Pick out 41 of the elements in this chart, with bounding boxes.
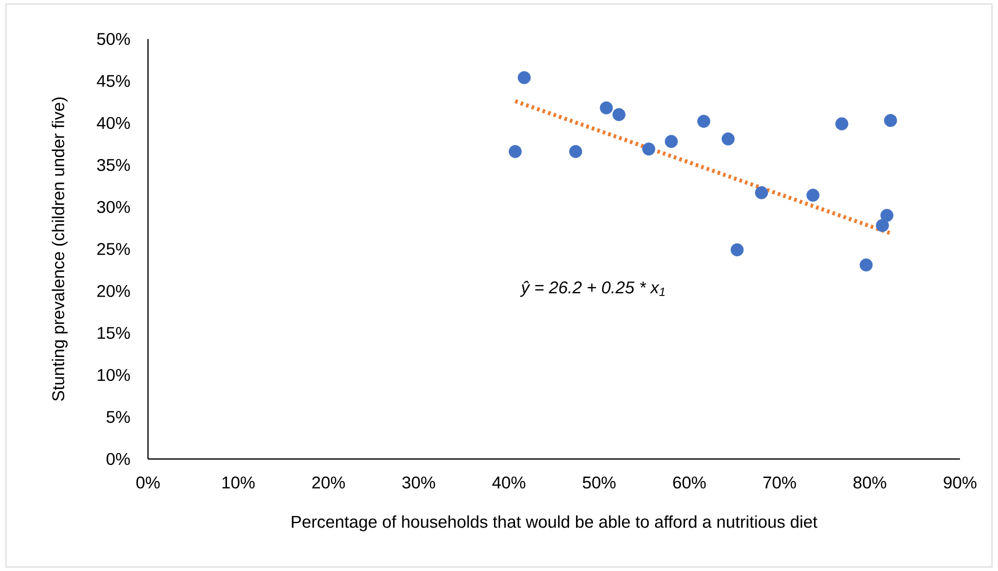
x-tick-label: 70% xyxy=(763,476,796,489)
point xyxy=(876,218,889,232)
point xyxy=(508,145,522,158)
point xyxy=(518,71,531,84)
x-tick-label: 20% xyxy=(312,476,345,489)
point xyxy=(835,117,848,130)
x-axis-title: Percentage of households that would be able to afford a nutritious diet xyxy=(292,515,818,532)
x-tick-label: 50% xyxy=(582,476,616,489)
point xyxy=(612,108,626,122)
annotation: ŷ = 26.2 + 0.25 * x$_{1}$ xyxy=(520,280,665,297)
point xyxy=(569,145,582,158)
y-axis-title: Stunting prevalence (children under five) xyxy=(52,97,68,401)
x-tick-label: 30% xyxy=(402,476,436,489)
y-tick-label: 50% xyxy=(97,32,130,46)
x-tick-label: 10% xyxy=(222,476,255,489)
point xyxy=(755,186,768,200)
point xyxy=(697,114,710,128)
point xyxy=(642,142,656,156)
y-tick-label: 30% xyxy=(97,200,130,214)
point xyxy=(884,114,898,127)
point xyxy=(860,258,873,272)
y-tick-label: 10% xyxy=(98,368,130,382)
y-tick-label: 45% xyxy=(96,75,130,87)
y-tick-label: 35% xyxy=(97,158,130,172)
y-tick-label: 40% xyxy=(96,116,130,130)
x-tick-label: 90% xyxy=(944,476,976,489)
point xyxy=(880,208,894,222)
x-tick-label: 0% xyxy=(136,476,160,489)
point xyxy=(600,101,613,114)
point xyxy=(664,134,678,148)
x-tick-label: 60% xyxy=(673,476,706,489)
point xyxy=(730,243,744,256)
point xyxy=(806,188,820,202)
x-tick-label: 40% xyxy=(492,476,526,489)
y-tick-label: 25% xyxy=(97,242,130,256)
y-tick-label: 5% xyxy=(106,411,130,423)
point xyxy=(722,132,735,146)
x-tick-label: 80% xyxy=(854,476,886,489)
y-tick-label: 15% xyxy=(98,327,130,339)
y-tick-label: 20% xyxy=(97,284,130,298)
y-tick-label: 0% xyxy=(106,452,130,466)
